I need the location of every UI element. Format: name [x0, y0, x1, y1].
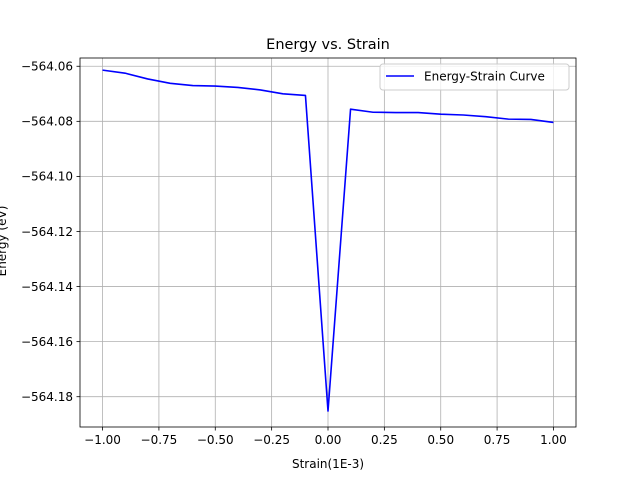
x-tick-label: 0.75 [484, 433, 511, 447]
series-line-energy-strain [102, 69, 554, 412]
y-axis-ticks: −564.06 −564.08 −564.10 −564.12 −564.14 −564.… [21, 60, 80, 404]
y-tick-label: −564.08 [21, 115, 73, 129]
y-tick-label: −564.14 [21, 280, 73, 294]
legend-box [379, 63, 570, 91]
x-axis-title: Strain(1E-3) [292, 457, 364, 471]
x-axis-ticks: −1.00 −0.75 −0.50 −0.25 0.00 0.25 0.50 0.75 1.00 [84, 427, 567, 447]
x-tick-label: −1.00 [84, 433, 121, 447]
x-tick-label: 0.00 [315, 433, 342, 447]
x-tick-label: 0.25 [371, 433, 398, 447]
legend-entry-label: Energy-Strain Curve [424, 70, 545, 84]
legend: Energy-Strain Curve [379, 63, 570, 91]
y-tick-label: −564.18 [21, 390, 73, 404]
y-tick-label: −564.10 [21, 170, 73, 184]
x-tick-label: 0.50 [427, 433, 454, 447]
x-tick-label: −0.25 [253, 433, 290, 447]
y-tick-label: −564.12 [21, 225, 73, 239]
x-tick-label: −0.75 [141, 433, 178, 447]
x-tick-label: −0.50 [197, 433, 234, 447]
series-lines [102, 69, 554, 412]
x-tick-label: 1.00 [540, 433, 567, 447]
chart-title: Energy vs. Strain [266, 37, 390, 53]
y-tick-label: −564.06 [21, 60, 73, 74]
y-tick-label: −564.16 [21, 335, 73, 349]
y-axis-title: Energy (eV) [0, 206, 9, 277]
